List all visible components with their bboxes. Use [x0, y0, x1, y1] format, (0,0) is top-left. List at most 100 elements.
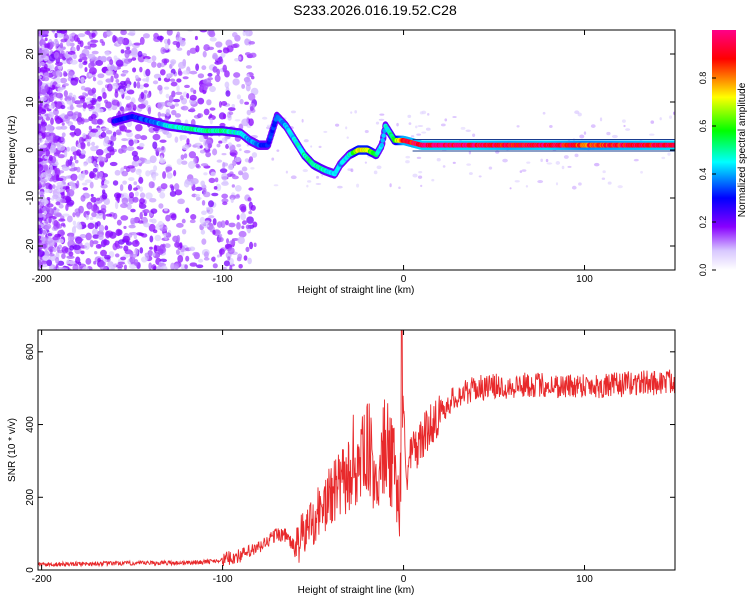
- noise-speck: [219, 249, 223, 257]
- x-tick-label: 0: [401, 574, 407, 585]
- noise-speck: [92, 228, 99, 236]
- noise-speck: [189, 70, 198, 75]
- noise-speck: [417, 124, 424, 128]
- noise-speck: [119, 184, 124, 192]
- noise-speck: [345, 126, 348, 130]
- noise-speck: [48, 111, 54, 119]
- noise-speck: [65, 203, 69, 212]
- noise-speck: [113, 55, 118, 61]
- noise-speck: [84, 242, 90, 250]
- noise-speck: [364, 130, 369, 134]
- noise-speck: [102, 189, 106, 194]
- noise-speck: [76, 143, 81, 149]
- noise-speck: [156, 62, 162, 69]
- noise-speck: [335, 123, 340, 127]
- noise-speck: [218, 233, 223, 238]
- noise-speck: [519, 170, 523, 173]
- noise-speck: [80, 85, 86, 91]
- noise-speck: [668, 115, 673, 119]
- noise-speck: [176, 222, 184, 228]
- noise-speck: [139, 192, 146, 199]
- noise-speck: [157, 186, 162, 193]
- noise-speck: [131, 240, 140, 247]
- noise-speck: [140, 135, 148, 141]
- noise-speck: [247, 197, 252, 202]
- noise-speck: [159, 158, 166, 164]
- noise-speck: [157, 101, 164, 110]
- noise-speck: [578, 182, 582, 186]
- noise-speck: [209, 107, 216, 111]
- noise-speck: [350, 111, 353, 114]
- noise-speck: [561, 165, 565, 170]
- noise-speck: [203, 78, 212, 85]
- noise-speck: [227, 142, 233, 147]
- noise-speck: [202, 191, 211, 198]
- noise-speck: [137, 220, 144, 224]
- noise-speck: [38, 168, 42, 176]
- noise-speck: [72, 212, 76, 218]
- noise-speck: [247, 93, 256, 101]
- noise-speck: [89, 239, 94, 248]
- colorbar-tick-label: 0.2: [698, 216, 708, 229]
- noise-speck: [132, 155, 140, 162]
- noise-speck: [72, 150, 80, 156]
- noise-speck: [567, 165, 572, 168]
- noise-speck: [137, 50, 143, 58]
- noise-speck: [590, 124, 596, 128]
- noise-speck: [221, 198, 229, 203]
- noise-speck: [180, 154, 185, 161]
- noise-speck: [181, 228, 187, 235]
- noise-speck: [115, 228, 122, 236]
- noise-speck: [117, 261, 126, 265]
- noise-speck: [130, 217, 136, 225]
- noise-speck: [222, 180, 229, 185]
- noise-speck: [465, 129, 471, 133]
- noise-speck: [607, 181, 612, 185]
- noise-speck: [186, 92, 190, 99]
- noise-speck: [431, 178, 435, 182]
- noise-speck: [80, 195, 86, 202]
- noise-speck: [172, 98, 181, 103]
- noise-speck: [78, 205, 84, 214]
- noise-speck: [246, 216, 254, 224]
- noise-speck: [160, 265, 168, 270]
- noise-speck: [69, 245, 75, 251]
- noise-speck: [85, 257, 92, 265]
- noise-speck: [69, 104, 74, 111]
- noise-speck: [271, 157, 275, 161]
- noise-speck: [199, 30, 208, 33]
- noise-speck: [227, 256, 231, 261]
- noise-speck: [170, 262, 176, 270]
- noise-speck: [63, 90, 68, 98]
- noise-speck: [177, 198, 185, 205]
- noise-speck: [51, 84, 56, 90]
- colorbar-gradient: [712, 30, 736, 270]
- noise-speck: [189, 47, 197, 54]
- noise-speck: [133, 42, 142, 46]
- noise-speck: [203, 251, 209, 259]
- noise-speck: [44, 37, 48, 42]
- noise-speck: [55, 116, 63, 124]
- noise-speck: [139, 197, 145, 205]
- noise-speck: [177, 68, 182, 75]
- noise-speck: [242, 172, 249, 180]
- colorbar-tick-label: 0.6: [698, 120, 708, 133]
- noise-speck: [346, 136, 349, 139]
- noise-speck: [89, 181, 94, 189]
- noise-speck: [102, 212, 106, 221]
- noise-speck: [135, 168, 142, 175]
- noise-speck: [59, 77, 68, 84]
- noise-speck: [225, 219, 229, 226]
- noise-speck: [189, 262, 198, 267]
- noise-speck: [202, 50, 207, 58]
- noise-speck: [120, 49, 125, 54]
- noise-speck: [72, 53, 77, 60]
- noise-speck: [96, 95, 103, 102]
- noise-speck: [194, 142, 202, 147]
- noise-speck: [140, 91, 145, 100]
- noise-speck: [376, 165, 382, 170]
- noise-speck: [183, 153, 188, 159]
- snr-series-line: [38, 330, 675, 568]
- noise-speck: [134, 133, 142, 140]
- noise-speck: [540, 158, 543, 163]
